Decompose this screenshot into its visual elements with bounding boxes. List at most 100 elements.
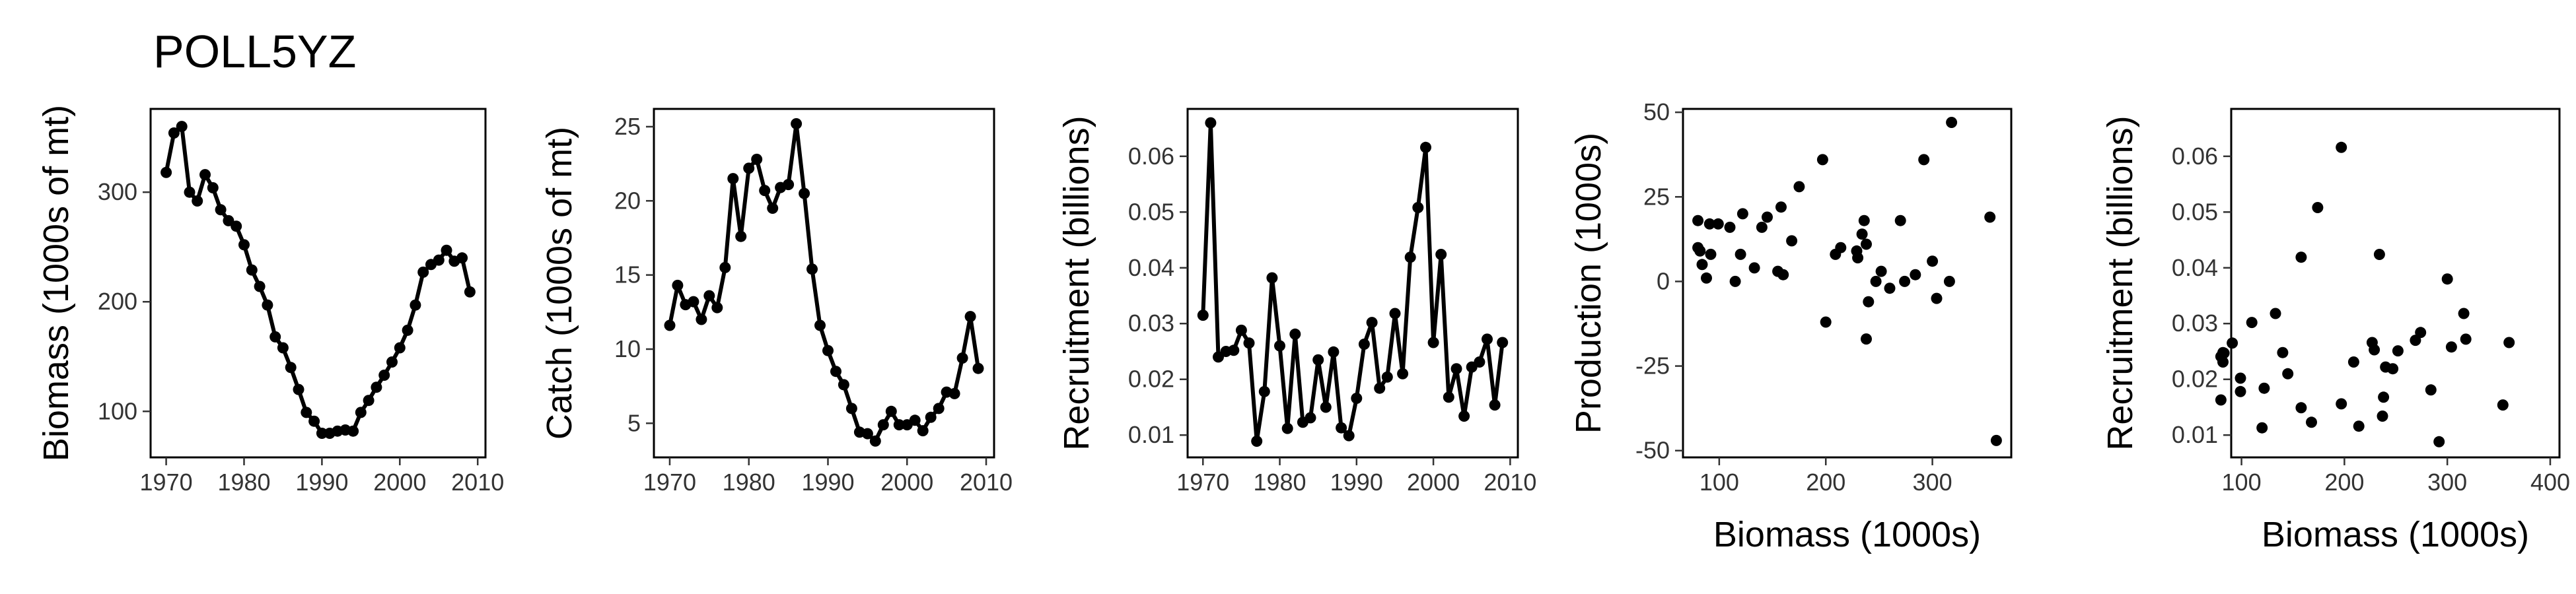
data-point xyxy=(972,362,984,374)
data-point xyxy=(1374,382,1386,394)
data-point xyxy=(238,239,250,251)
y-tick-label: -25 xyxy=(1635,352,1670,380)
y-tick-label: 0.04 xyxy=(2172,254,2218,281)
data-point xyxy=(1274,340,1285,352)
x-tick-label: 100 xyxy=(1699,469,1739,496)
data-point xyxy=(2373,249,2385,260)
x-tick-label: 300 xyxy=(1913,469,1952,496)
data-point xyxy=(1816,154,1828,166)
data-point xyxy=(2445,341,2457,353)
data-point xyxy=(1427,337,1439,348)
data-point xyxy=(464,286,476,298)
data-point xyxy=(1435,249,1447,260)
data-point xyxy=(1820,316,1832,328)
data-point xyxy=(347,425,359,437)
data-point xyxy=(1692,214,1704,226)
panel-frame xyxy=(149,108,487,459)
data-point xyxy=(783,179,795,191)
data-point xyxy=(917,425,929,437)
data-point xyxy=(909,414,921,426)
panel-frame xyxy=(1682,108,2013,459)
data-point xyxy=(1235,324,1247,336)
data-point xyxy=(1205,117,1217,129)
data-point xyxy=(1786,235,1798,247)
data-point xyxy=(2425,384,2437,396)
series-line xyxy=(1201,121,1505,444)
data-point xyxy=(1931,292,1943,304)
data-point xyxy=(1863,296,1875,308)
data-point xyxy=(1336,422,1347,434)
y-tick-label: 0.01 xyxy=(1128,421,1174,448)
data-point xyxy=(1775,201,1787,213)
x-tick-label: 2010 xyxy=(1484,469,1536,496)
y-tick-label: 5 xyxy=(627,409,641,436)
data-point xyxy=(2336,398,2347,410)
y-tick-label: 0.05 xyxy=(1128,198,1174,225)
data-point xyxy=(743,162,755,174)
data-point xyxy=(192,195,203,207)
data-point xyxy=(2497,399,2509,411)
y-tick-label: 0.06 xyxy=(2172,143,2218,170)
data-point xyxy=(711,302,723,314)
data-point xyxy=(735,230,747,242)
x-tick-label: 2010 xyxy=(960,469,1013,496)
data-point xyxy=(869,435,881,447)
data-point xyxy=(759,185,771,197)
data-point xyxy=(822,345,834,356)
data-point xyxy=(2503,337,2515,348)
data-point xyxy=(2347,356,2359,368)
data-point xyxy=(2277,346,2289,358)
data-point xyxy=(215,204,227,216)
data-point xyxy=(1712,218,1724,230)
y-tick-label: 25 xyxy=(614,113,641,140)
data-point xyxy=(277,342,289,354)
data-point xyxy=(2377,411,2388,422)
data-point xyxy=(727,173,739,185)
data-point xyxy=(799,187,810,199)
data-point xyxy=(861,428,873,440)
data-point xyxy=(2270,308,2281,319)
data-point xyxy=(301,407,312,418)
data-point xyxy=(269,331,281,343)
y-axis-label: Recruitment (billions) xyxy=(2100,116,2140,450)
data-point xyxy=(1858,214,1870,226)
y-tick-label: 15 xyxy=(614,261,641,288)
data-point xyxy=(378,370,390,381)
data-point xyxy=(1894,214,1906,226)
data-point xyxy=(1701,272,1712,284)
data-point xyxy=(1358,339,1370,350)
data-point xyxy=(2312,202,2324,213)
x-tick-label: 1980 xyxy=(217,469,270,496)
x-tick-label: 200 xyxy=(2324,469,2364,496)
data-point xyxy=(262,299,273,311)
data-point xyxy=(1251,436,1263,447)
data-point xyxy=(223,214,234,226)
data-point xyxy=(410,299,421,311)
data-point xyxy=(1497,337,1509,348)
data-point xyxy=(2306,416,2317,428)
data-point xyxy=(1197,310,1209,321)
data-point xyxy=(1735,248,1746,260)
data-point xyxy=(845,403,857,414)
data-point xyxy=(1482,333,1493,345)
data-point xyxy=(1856,228,1868,240)
data-point xyxy=(1305,412,1316,424)
data-point xyxy=(2218,347,2230,359)
x-axis-label: Biomass (1000s) xyxy=(1713,515,1981,554)
data-point xyxy=(1943,275,1955,287)
data-point xyxy=(1258,385,1270,397)
data-point xyxy=(767,203,779,214)
y-tick-label: 300 xyxy=(98,178,137,205)
data-point xyxy=(433,254,445,266)
data-point xyxy=(1443,391,1454,403)
data-point xyxy=(814,319,826,331)
y-tick-label: 0.03 xyxy=(2172,310,2218,337)
data-point xyxy=(1736,208,1748,220)
data-point xyxy=(2217,356,2229,368)
data-point xyxy=(1228,345,1240,356)
x-tick-label: 1990 xyxy=(1330,469,1383,496)
y-tick-label: 0 xyxy=(1657,267,1670,294)
data-point xyxy=(2246,317,2258,329)
data-point xyxy=(1351,393,1363,404)
